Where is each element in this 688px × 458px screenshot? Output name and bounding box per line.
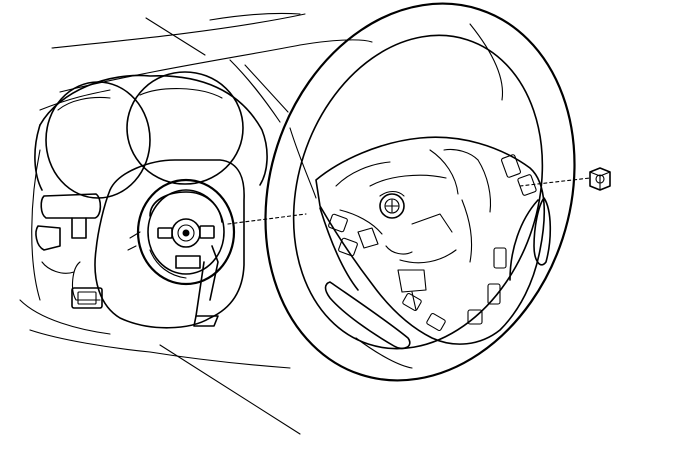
steering-wheel [264, 2, 576, 382]
clock-spring-connector [193, 315, 219, 327]
combination-switch-stalk [35, 193, 102, 274]
switch-panel [71, 287, 103, 309]
steering-column-shroud [71, 159, 245, 329]
speedometer-gauge [45, 81, 151, 199]
right-spoke-grip [533, 197, 552, 266]
steering-wheel-nut [519, 167, 611, 191]
left-spoke-grip [324, 281, 411, 350]
nut-guide [519, 177, 591, 187]
instrument-cluster [34, 71, 268, 199]
steering-wheel-rim-outer [264, 2, 576, 382]
steering-wheel-rim-inner [292, 34, 544, 350]
clock-spring [127, 178, 236, 327]
tachometer-gauge [126, 71, 244, 185]
